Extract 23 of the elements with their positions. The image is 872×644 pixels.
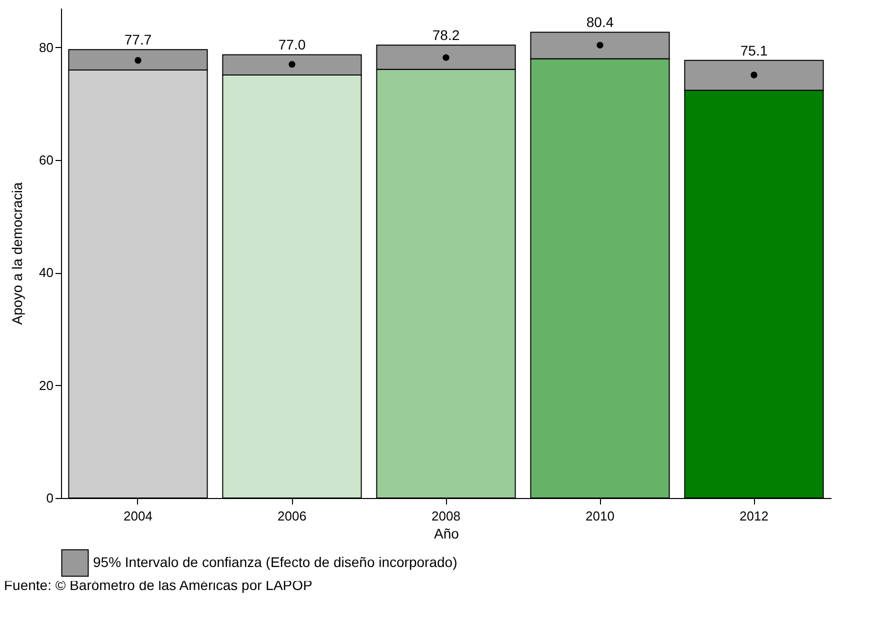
x-tick-label: 2010 bbox=[586, 508, 614, 524]
data-label: 80.4 bbox=[586, 14, 614, 30]
y-axis-title: Apoyo a la democracia bbox=[9, 182, 26, 325]
point bbox=[596, 42, 604, 49]
x-tick-label: 2004 bbox=[124, 508, 152, 524]
point bbox=[288, 60, 296, 68]
x-axis-title: Año bbox=[434, 526, 460, 542]
x-tick-label: 2012 bbox=[740, 508, 768, 524]
point bbox=[134, 57, 142, 64]
x-tick-label: 2008 bbox=[432, 508, 460, 524]
data-label: 78.2 bbox=[432, 27, 460, 44]
data-label: 77.7 bbox=[124, 32, 152, 48]
data-label: 75.1 bbox=[740, 42, 768, 58]
y-tick-label: 0 bbox=[46, 490, 54, 506]
y-tick-label: 80 bbox=[39, 40, 54, 55]
data-label: 77.0 bbox=[278, 36, 306, 53]
y-tick-label: 40 bbox=[39, 265, 54, 280]
legend-label: 95% Intervalo de confianza (Efecto de diseño incorporado) bbox=[93, 554, 458, 570]
y-tick-label: 60 bbox=[39, 152, 54, 168]
x-tick-label: 2006 bbox=[278, 508, 306, 524]
point bbox=[442, 54, 450, 61]
y-tick-label: 20 bbox=[39, 378, 54, 393]
point bbox=[750, 72, 758, 78]
